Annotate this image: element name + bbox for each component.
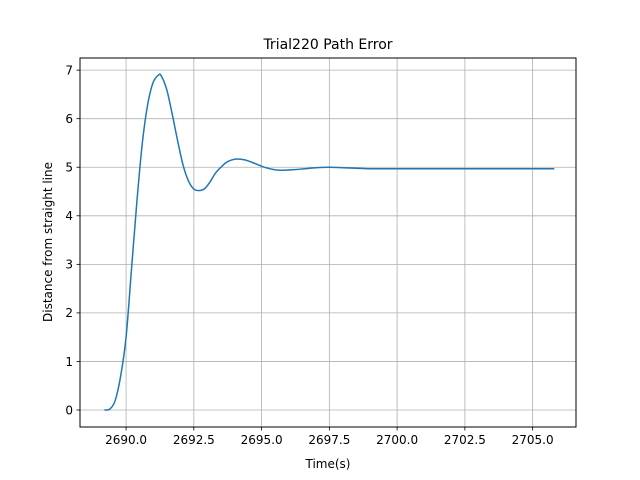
x-tick-label: 2702.5 [444,433,486,447]
x-tick-label: 2705.0 [512,433,554,447]
y-axis: 0 1 2 3 4 5 6 7 [65,63,80,417]
x-tick-label: 2692.5 [173,433,215,447]
y-tick-label: 3 [65,258,73,272]
plot-area-frame [79,57,577,428]
y-tick-label: 5 [65,161,73,175]
x-axis: 2690.0 2692.5 2695.0 2697.5 2700.0 2702.5 2705… [105,427,554,447]
y-tick-label: 4 [65,209,73,223]
chart-title: Trial220 Path Error [262,37,392,53]
y-tick-label: 2 [65,306,73,320]
x-tick-label: 2697.5 [308,433,350,447]
grid-lines [80,58,576,427]
y-tick-label: 7 [65,63,73,77]
x-tick-label: 2695.0 [241,433,283,447]
y-tick-label: 0 [65,403,73,417]
y-tick-label: 1 [65,355,73,369]
x-tick-label: 2690.0 [105,433,147,447]
y-axis-label: Distance from straight line [41,162,55,322]
series-line [104,73,555,411]
y-tick-label: 6 [65,112,73,126]
x-axis-label: Time(s) [305,457,351,471]
x-tick-label: 2700.0 [376,433,418,447]
